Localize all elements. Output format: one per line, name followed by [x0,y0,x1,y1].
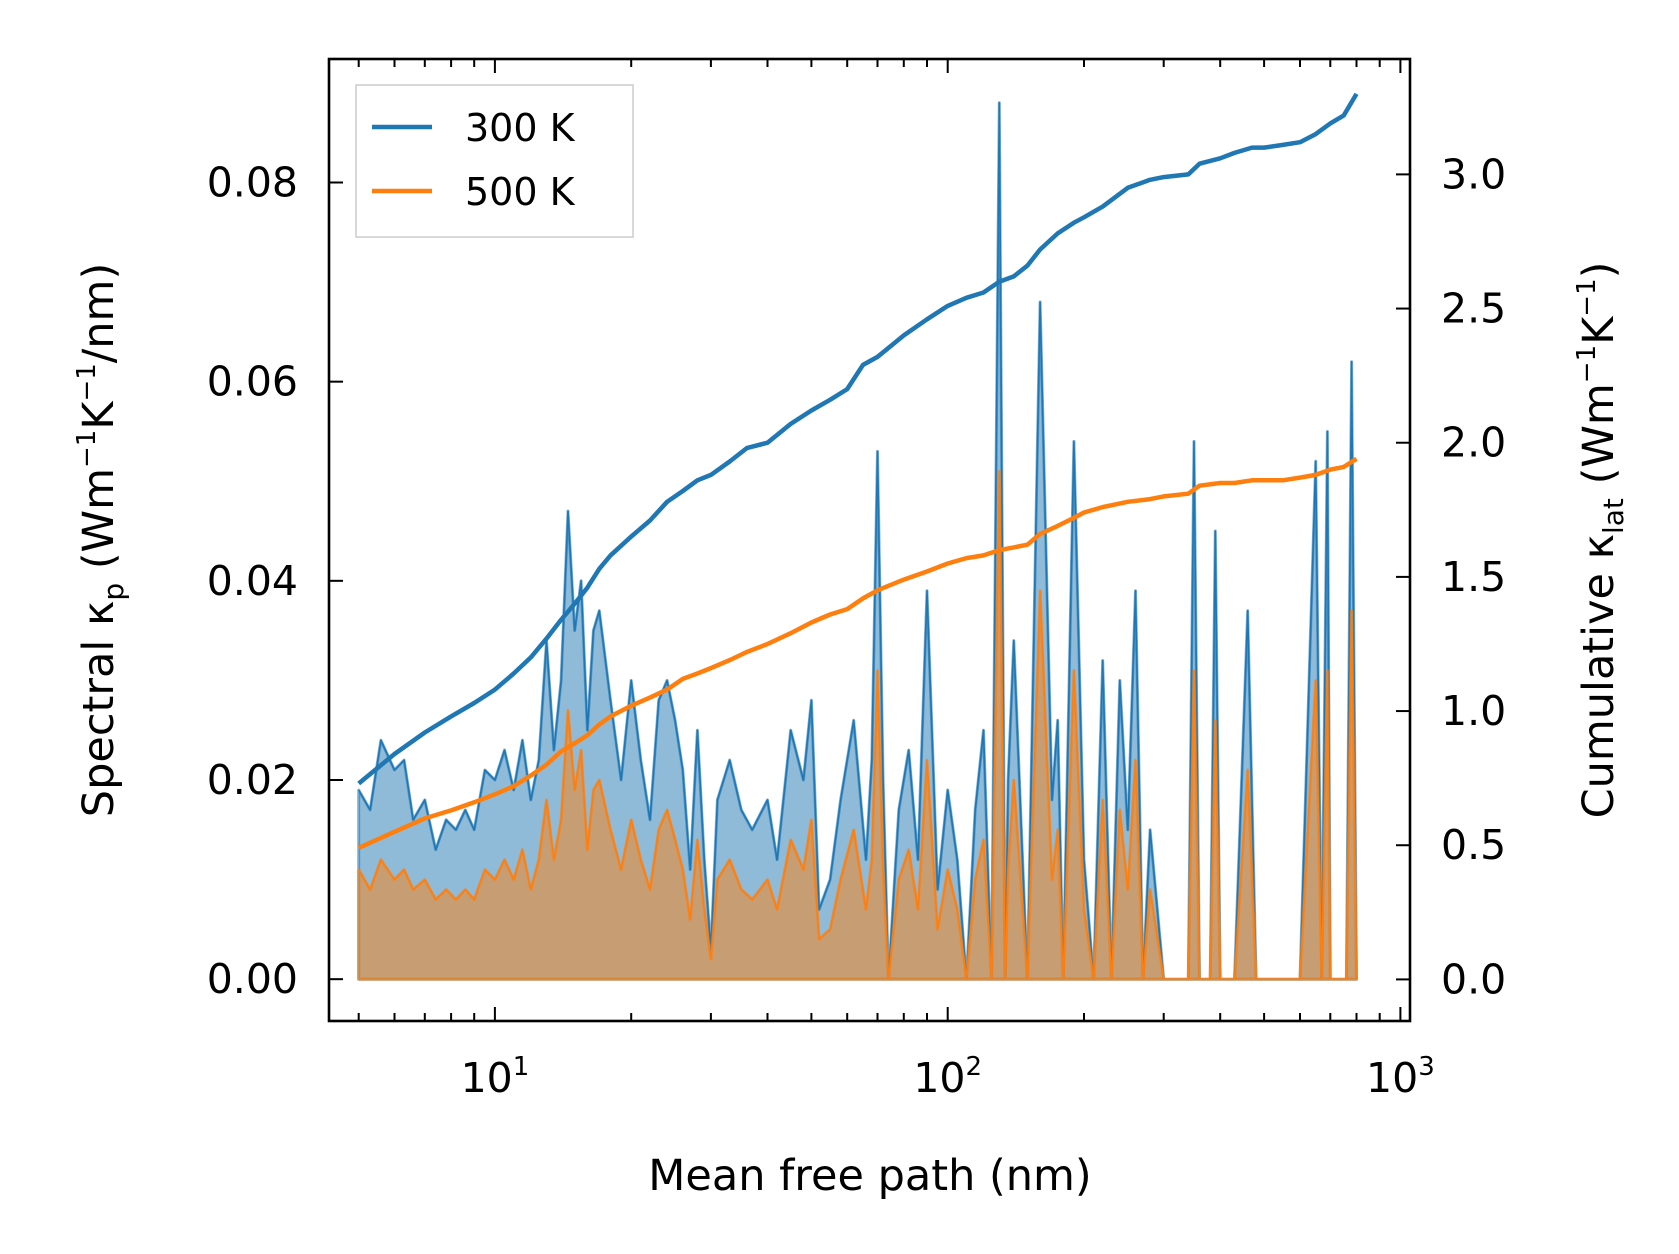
y-tick-label-right: 2.0 [1441,419,1506,467]
plot-area [357,92,1359,981]
spectral-line-300k [358,102,1358,980]
axis-ticks: 101 102 103 0.00 0.02 0.04 0.06 0.08 0.0 0.5 1.0 1.… [207,59,1506,1102]
legend-label-300k: 300 K [465,106,576,150]
y-axis-title-right: Cumulative κlat (Wm−1K−1) [1572,262,1630,819]
y-tick-label-left: 0.06 [207,358,298,406]
cumulative-line-500k [357,456,1358,850]
y-tick-label-right: 0.5 [1441,821,1506,869]
x-tick-label: 102 [913,1052,982,1102]
x-axis-title: Mean free path (nm) [648,1151,1091,1201]
spectral-area-500k [357,469,1358,981]
y-tick-label-right: 3.0 [1441,150,1506,198]
y-tick-label-left: 0.02 [207,756,298,804]
y-tick-label-right: 1.0 [1441,687,1506,735]
legend-label-500k: 500 K [465,170,576,214]
y-tick-label-left: 0.00 [207,955,298,1003]
plot-frame [327,57,1412,1023]
x-tick-label: 101 [461,1052,530,1102]
y-tick-label-right: 1.5 [1441,553,1506,601]
cumulative-line-300k [357,92,1359,786]
y-tick-label-right: 0.0 [1441,955,1506,1003]
y-axis-title-left: Spectral κp (Wm−1K−1/nm) [72,263,130,817]
x-tick-label: 103 [1366,1052,1435,1102]
y-tick-label-left: 0.04 [207,557,298,605]
y-tick-label-right: 2.5 [1441,285,1506,333]
legend-frame [355,84,634,238]
legend: 300 K 500 K [355,84,634,238]
y-tick-label-left: 0.08 [207,158,298,206]
spectral-line-500k [358,470,1358,980]
